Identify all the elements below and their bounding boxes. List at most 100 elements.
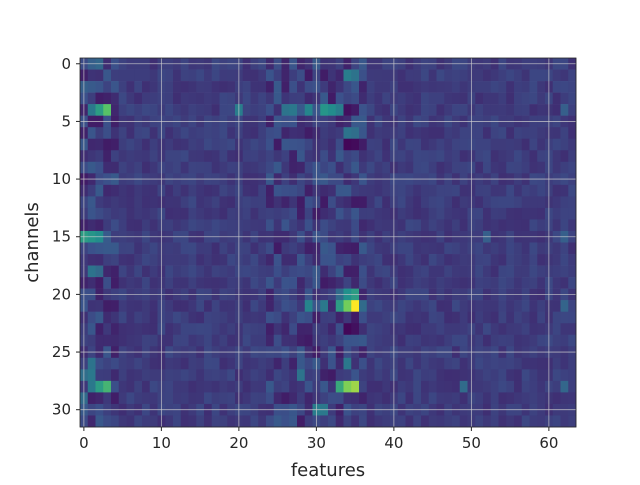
heatmap-cell bbox=[111, 219, 120, 232]
heatmap-cell bbox=[483, 265, 492, 278]
heatmap-cell bbox=[552, 138, 561, 151]
heatmap-cell bbox=[126, 265, 135, 278]
heatmap-cell bbox=[459, 196, 468, 209]
heatmap-cell bbox=[111, 138, 120, 151]
heatmap-cell bbox=[95, 219, 104, 232]
heatmap-cell bbox=[452, 357, 461, 370]
heatmap-cell bbox=[343, 104, 352, 116]
heatmap-cell bbox=[273, 254, 282, 266]
heatmap-cell bbox=[281, 150, 290, 163]
heatmap-cell bbox=[149, 196, 158, 209]
heatmap-cell bbox=[397, 219, 406, 232]
heatmap-cell bbox=[335, 300, 344, 312]
heatmap-cell bbox=[173, 184, 182, 197]
heatmap-cell bbox=[219, 277, 228, 289]
heatmap-cell bbox=[297, 415, 306, 428]
heatmap-cell bbox=[359, 69, 368, 82]
heatmap-cell bbox=[111, 242, 120, 255]
heatmap-cell bbox=[343, 254, 352, 266]
heatmap-cell bbox=[165, 138, 174, 151]
heatmap-cell bbox=[552, 207, 561, 220]
heatmap-cell bbox=[397, 277, 406, 289]
heatmap-cell bbox=[126, 369, 135, 382]
heatmap-cell bbox=[95, 92, 104, 105]
heatmap-cell bbox=[421, 369, 430, 382]
heatmap-cell bbox=[483, 161, 492, 174]
heatmap-cell bbox=[436, 300, 445, 312]
heatmap-cell bbox=[266, 207, 275, 220]
heatmap-cell bbox=[514, 219, 523, 232]
heatmap-cell bbox=[242, 138, 251, 151]
heatmap-cell bbox=[242, 265, 251, 278]
heatmap-cell bbox=[211, 369, 220, 382]
heatmap-cell bbox=[134, 92, 143, 105]
heatmap-cell bbox=[250, 357, 259, 370]
heatmap-cell bbox=[87, 300, 96, 312]
heatmap-cell bbox=[242, 207, 251, 220]
heatmap-cell bbox=[103, 69, 112, 82]
heatmap-cell bbox=[366, 69, 375, 82]
heatmap-cell bbox=[219, 161, 228, 174]
heatmap-cell bbox=[475, 300, 484, 312]
heatmap-cell bbox=[351, 161, 360, 174]
heatmap-cell bbox=[196, 150, 205, 163]
heatmap-cell bbox=[366, 196, 375, 209]
heatmap-cell bbox=[173, 357, 182, 370]
heatmap-cell bbox=[250, 219, 259, 232]
heatmap-cell bbox=[219, 127, 228, 140]
heatmap-cell bbox=[118, 415, 127, 428]
heatmap-cell bbox=[506, 265, 515, 278]
heatmap-cell bbox=[521, 277, 530, 289]
heatmap-cell bbox=[351, 184, 360, 197]
heatmap-cell bbox=[436, 184, 445, 197]
heatmap-cell bbox=[134, 311, 143, 324]
heatmap-cell bbox=[165, 219, 174, 232]
heatmap-cell bbox=[568, 127, 577, 140]
heatmap-cell bbox=[204, 127, 213, 140]
y-tick-label: 0 bbox=[61, 55, 71, 73]
heatmap-cell bbox=[281, 369, 290, 382]
heatmap-cell bbox=[343, 380, 352, 393]
heatmap-cell bbox=[304, 311, 313, 324]
heatmap-cell bbox=[219, 380, 228, 393]
heatmap-cell bbox=[173, 254, 182, 266]
heatmap-cell bbox=[188, 300, 197, 312]
heatmap-cell bbox=[188, 104, 197, 116]
heatmap-cell bbox=[529, 81, 538, 93]
heatmap-cell bbox=[475, 150, 484, 163]
heatmap-cell bbox=[568, 138, 577, 151]
heatmap-cell bbox=[204, 392, 213, 405]
heatmap-cell bbox=[413, 357, 422, 370]
heatmap-cell bbox=[397, 138, 406, 151]
heatmap-cell bbox=[250, 81, 259, 93]
heatmap-cell bbox=[521, 415, 530, 428]
heatmap-cell bbox=[514, 265, 523, 278]
heatmap-cell bbox=[149, 150, 158, 163]
heatmap-cell bbox=[266, 369, 275, 382]
heatmap-cell bbox=[475, 265, 484, 278]
heatmap-cell bbox=[328, 127, 337, 140]
heatmap-cell bbox=[498, 357, 507, 370]
heatmap-cell bbox=[304, 104, 313, 116]
heatmap-cell bbox=[382, 150, 391, 163]
heatmap-cell bbox=[413, 265, 422, 278]
heatmap-cell bbox=[359, 138, 368, 151]
heatmap-cell bbox=[297, 138, 306, 151]
heatmap-cell bbox=[165, 184, 174, 197]
heatmap-cell bbox=[428, 150, 437, 163]
heatmap-cell bbox=[374, 184, 383, 197]
heatmap-cell bbox=[506, 311, 515, 324]
heatmap-cell bbox=[421, 392, 430, 405]
heatmap-cell bbox=[149, 323, 158, 336]
heatmap-cell bbox=[568, 184, 577, 197]
heatmap-cell bbox=[142, 69, 151, 82]
heatmap-cell bbox=[180, 277, 189, 289]
heatmap-cell bbox=[281, 311, 290, 324]
heatmap-cell bbox=[304, 69, 313, 82]
heatmap-cell bbox=[281, 254, 290, 266]
heatmap-cell bbox=[281, 92, 290, 105]
y-tick-label: 30 bbox=[52, 401, 71, 419]
heatmap-cell bbox=[103, 300, 112, 312]
heatmap-cell bbox=[227, 300, 236, 312]
heatmap-cell bbox=[289, 150, 298, 163]
